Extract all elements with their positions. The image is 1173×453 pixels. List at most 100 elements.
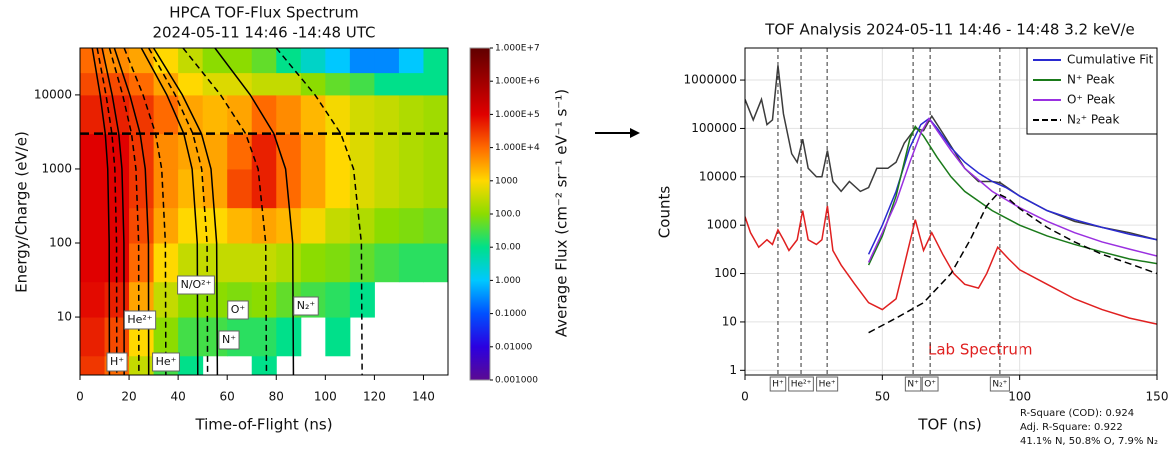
heat-cell xyxy=(227,133,253,170)
plot-frame xyxy=(79,47,449,376)
heat-cell xyxy=(325,317,351,357)
heat-cell xyxy=(423,48,449,74)
heat-cell xyxy=(202,94,228,135)
colorbar-tick-label: 1.000E+6 xyxy=(495,77,540,87)
x-tick-label: 140 xyxy=(412,390,435,404)
heat-cell xyxy=(325,168,351,209)
legend-label: N₂⁺ Peak xyxy=(1067,113,1119,127)
heat-cell xyxy=(398,133,424,170)
heat-cell xyxy=(202,168,228,209)
colorbar-tick-label: 1.000E+4 xyxy=(495,143,540,153)
colorbar-title: Average Flux (cm⁻² sr⁻¹ eV⁻¹ s⁻¹) xyxy=(553,89,571,337)
heat-cell xyxy=(129,243,155,283)
left-y-title: Energy/Charge (eV/e) xyxy=(13,131,31,293)
species-curve xyxy=(96,48,118,375)
heat-cell xyxy=(398,207,424,244)
x-tick-label: 100 xyxy=(1008,390,1031,404)
heat-cell xyxy=(276,207,302,244)
heat-cell xyxy=(325,133,351,170)
peak-marker-label: H⁺ xyxy=(772,380,784,390)
species-curve xyxy=(91,48,111,375)
heat-cell xyxy=(251,317,277,357)
heat-cell xyxy=(300,207,326,244)
peak-marker-label: He⁺ xyxy=(819,380,836,390)
heat-cell xyxy=(325,72,351,96)
peak-marker-label: O⁺ xyxy=(924,380,936,390)
heat-cell xyxy=(129,355,155,376)
colorbar xyxy=(469,47,491,381)
peak-marker-label: N⁺ xyxy=(907,380,919,390)
heat-cell xyxy=(80,168,106,209)
heat-cell xyxy=(276,94,302,135)
heat-cell xyxy=(80,281,106,318)
heat-cell xyxy=(251,72,277,96)
plot-frame xyxy=(744,47,1158,376)
x-tick-label: 100 xyxy=(314,390,337,404)
peak-marker-box xyxy=(989,376,1010,392)
colorbar-tick-label: 0.1000 xyxy=(495,309,527,319)
y-tick-label: 10000 xyxy=(34,87,72,101)
heat-cell xyxy=(398,48,424,74)
heat-cell xyxy=(325,48,351,74)
heat-cell xyxy=(178,168,204,209)
species-label: O⁺ xyxy=(231,303,246,316)
species-label-box xyxy=(177,275,215,295)
species-curve xyxy=(275,48,363,375)
heat-cell xyxy=(178,355,204,376)
heat-cell xyxy=(300,48,326,74)
heat-cell xyxy=(178,72,204,96)
heat-cell xyxy=(349,72,375,96)
species-label-box xyxy=(152,352,180,372)
heat-cell xyxy=(227,168,253,209)
series-line xyxy=(868,192,1157,334)
heat-cell xyxy=(300,133,326,170)
heat-cell xyxy=(251,133,277,170)
colorbar-tick-label: 0.01000 xyxy=(495,342,532,352)
heat-cell xyxy=(104,94,130,135)
heat-cell xyxy=(300,94,326,135)
colorbar-tick-label: 1.000E+7 xyxy=(495,44,540,54)
colorbar-tick-label: 10.00 xyxy=(495,243,521,253)
heat-cell xyxy=(398,94,424,135)
heat-cell xyxy=(349,243,375,283)
x-tick-label: 60 xyxy=(220,390,235,404)
species-curve xyxy=(140,48,199,375)
species-curve xyxy=(152,48,219,375)
species-label: N/O²⁺ xyxy=(181,278,212,291)
legend-label: N⁺ Peak xyxy=(1067,73,1115,87)
heat-cell xyxy=(80,355,106,376)
heat-cell xyxy=(251,281,277,318)
heat-cell xyxy=(129,94,155,135)
heat-cell xyxy=(325,207,351,244)
heat-cell xyxy=(178,48,204,74)
stats: Adj. R-Square: 0.922 xyxy=(1020,422,1123,433)
y-tick-label: 100000 xyxy=(691,121,737,135)
heat-cell xyxy=(398,243,424,283)
left-subtitle: 2024-05-11 14:46 -14:48 UTC xyxy=(152,24,375,42)
x-tick-label: 120 xyxy=(363,390,386,404)
x-tick-label: 150 xyxy=(1146,390,1169,404)
heat-cell xyxy=(349,207,375,244)
peak-marker-box xyxy=(921,376,939,392)
left-x-title: Time-of-Flight (ns) xyxy=(194,416,332,434)
species-curve xyxy=(214,48,295,375)
x-tick-label: 0 xyxy=(741,390,749,404)
y-tick-label: 1000 xyxy=(41,161,72,175)
y-tick-label: 1 xyxy=(729,363,737,377)
species-curve xyxy=(108,48,140,375)
heat-cell xyxy=(325,94,351,135)
heat-cell xyxy=(227,94,253,135)
heat-cell xyxy=(374,48,400,74)
colorbar-tick-label: 100.0 xyxy=(495,210,521,220)
species-label: H⁺ xyxy=(110,355,124,368)
colorbar-tick-label: 1.000E+5 xyxy=(495,110,540,120)
heat-cell xyxy=(80,243,106,283)
left-title: HPCA TOF-Flux Spectrum xyxy=(169,4,358,22)
stats: 41.1% N, 50.8% O, 7.9% N₂ xyxy=(1020,436,1158,447)
heat-cell xyxy=(129,72,155,96)
colorbar-tick-label: 0.001000 xyxy=(495,376,538,386)
heat-cell xyxy=(153,207,179,244)
y-tick-label: 10 xyxy=(722,314,737,328)
